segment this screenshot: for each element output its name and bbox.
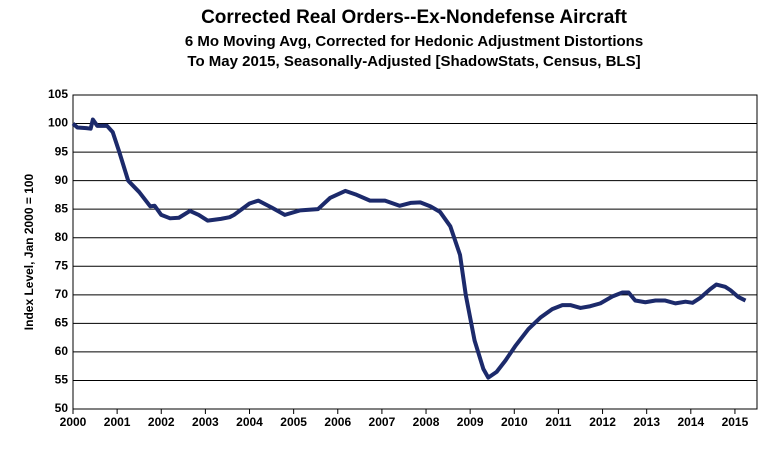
y-tick-label: 90 bbox=[55, 173, 69, 187]
x-tick-label: 2010 bbox=[501, 415, 528, 429]
y-tick-label: 95 bbox=[55, 144, 69, 158]
x-tick-label: 2008 bbox=[413, 415, 440, 429]
chart-subtitle: 6 Mo Moving Avg, Corrected for Hedonic A… bbox=[185, 33, 643, 50]
x-tick-label: 2007 bbox=[369, 415, 396, 429]
y-tick-label: 60 bbox=[55, 344, 69, 358]
x-tick-label: 2009 bbox=[457, 415, 484, 429]
y-tick-label: 105 bbox=[48, 87, 68, 101]
x-tick-label: 2011 bbox=[545, 415, 571, 429]
y-tick-label: 50 bbox=[55, 401, 69, 415]
data-line bbox=[71, 117, 747, 380]
x-tick-label: 2012 bbox=[589, 415, 616, 429]
x-tick-label: 2003 bbox=[192, 415, 219, 429]
y-tick-label: 75 bbox=[55, 258, 69, 272]
x-tick-label: 2001 bbox=[104, 415, 131, 429]
y-tick-label: 85 bbox=[55, 201, 69, 215]
y-tick-label: 70 bbox=[55, 287, 69, 301]
x-tick-label: 2005 bbox=[280, 415, 307, 429]
x-tick-label: 2006 bbox=[324, 415, 351, 429]
y-tick-label: 100 bbox=[48, 116, 68, 130]
x-tick-label: 2000 bbox=[60, 415, 87, 429]
plot-frame bbox=[72, 94, 758, 410]
y-axis-label: Index Level, Jan 2000 = 100 bbox=[22, 173, 36, 330]
x-tick-label: 2013 bbox=[633, 415, 660, 429]
x-tick-label: 2014 bbox=[677, 415, 704, 429]
chart-subtitle: To May 2015, Seasonally-Adjusted [Shadow… bbox=[187, 53, 640, 70]
chart-title: Corrected Real Orders--Ex-Nondefense Air… bbox=[201, 7, 628, 28]
x-tick-label: 2002 bbox=[148, 415, 175, 429]
y-tick-label: 65 bbox=[55, 316, 69, 330]
y-tick-label: 80 bbox=[55, 230, 69, 244]
x-tick-label: 2015 bbox=[722, 415, 749, 429]
x-tick-label: 2004 bbox=[236, 415, 263, 429]
y-tick-label: 55 bbox=[55, 373, 69, 387]
